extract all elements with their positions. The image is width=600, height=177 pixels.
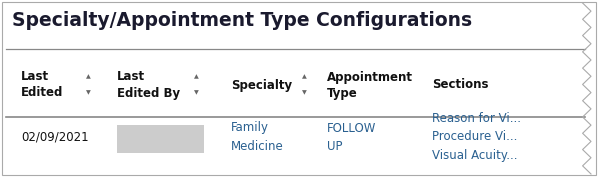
- Text: Specialty: Specialty: [231, 79, 292, 92]
- Text: ▲: ▲: [86, 75, 91, 79]
- Bar: [117, 125, 204, 153]
- Text: ▼: ▼: [194, 90, 199, 96]
- Text: ▲: ▲: [194, 75, 199, 79]
- Text: Specialty/Appointment Type Configurations: Specialty/Appointment Type Configuration…: [12, 10, 472, 30]
- Text: Reason for Vi...
Procedure Vi...
Visual Acuity...: Reason for Vi... Procedure Vi... Visual …: [432, 113, 521, 161]
- Text: ▲: ▲: [302, 75, 307, 79]
- Text: FOLLOW
UP: FOLLOW UP: [327, 121, 376, 153]
- Text: Family
Medicine: Family Medicine: [231, 121, 284, 153]
- Text: 02/09/2021: 02/09/2021: [21, 130, 89, 144]
- Text: ▼: ▼: [86, 90, 91, 96]
- Text: Last
Edited By: Last Edited By: [117, 70, 180, 99]
- Text: ▼: ▼: [302, 90, 307, 96]
- Text: Appointment
Type: Appointment Type: [327, 70, 413, 99]
- Text: Sections: Sections: [432, 79, 488, 92]
- Text: Last
Edited: Last Edited: [21, 70, 64, 99]
